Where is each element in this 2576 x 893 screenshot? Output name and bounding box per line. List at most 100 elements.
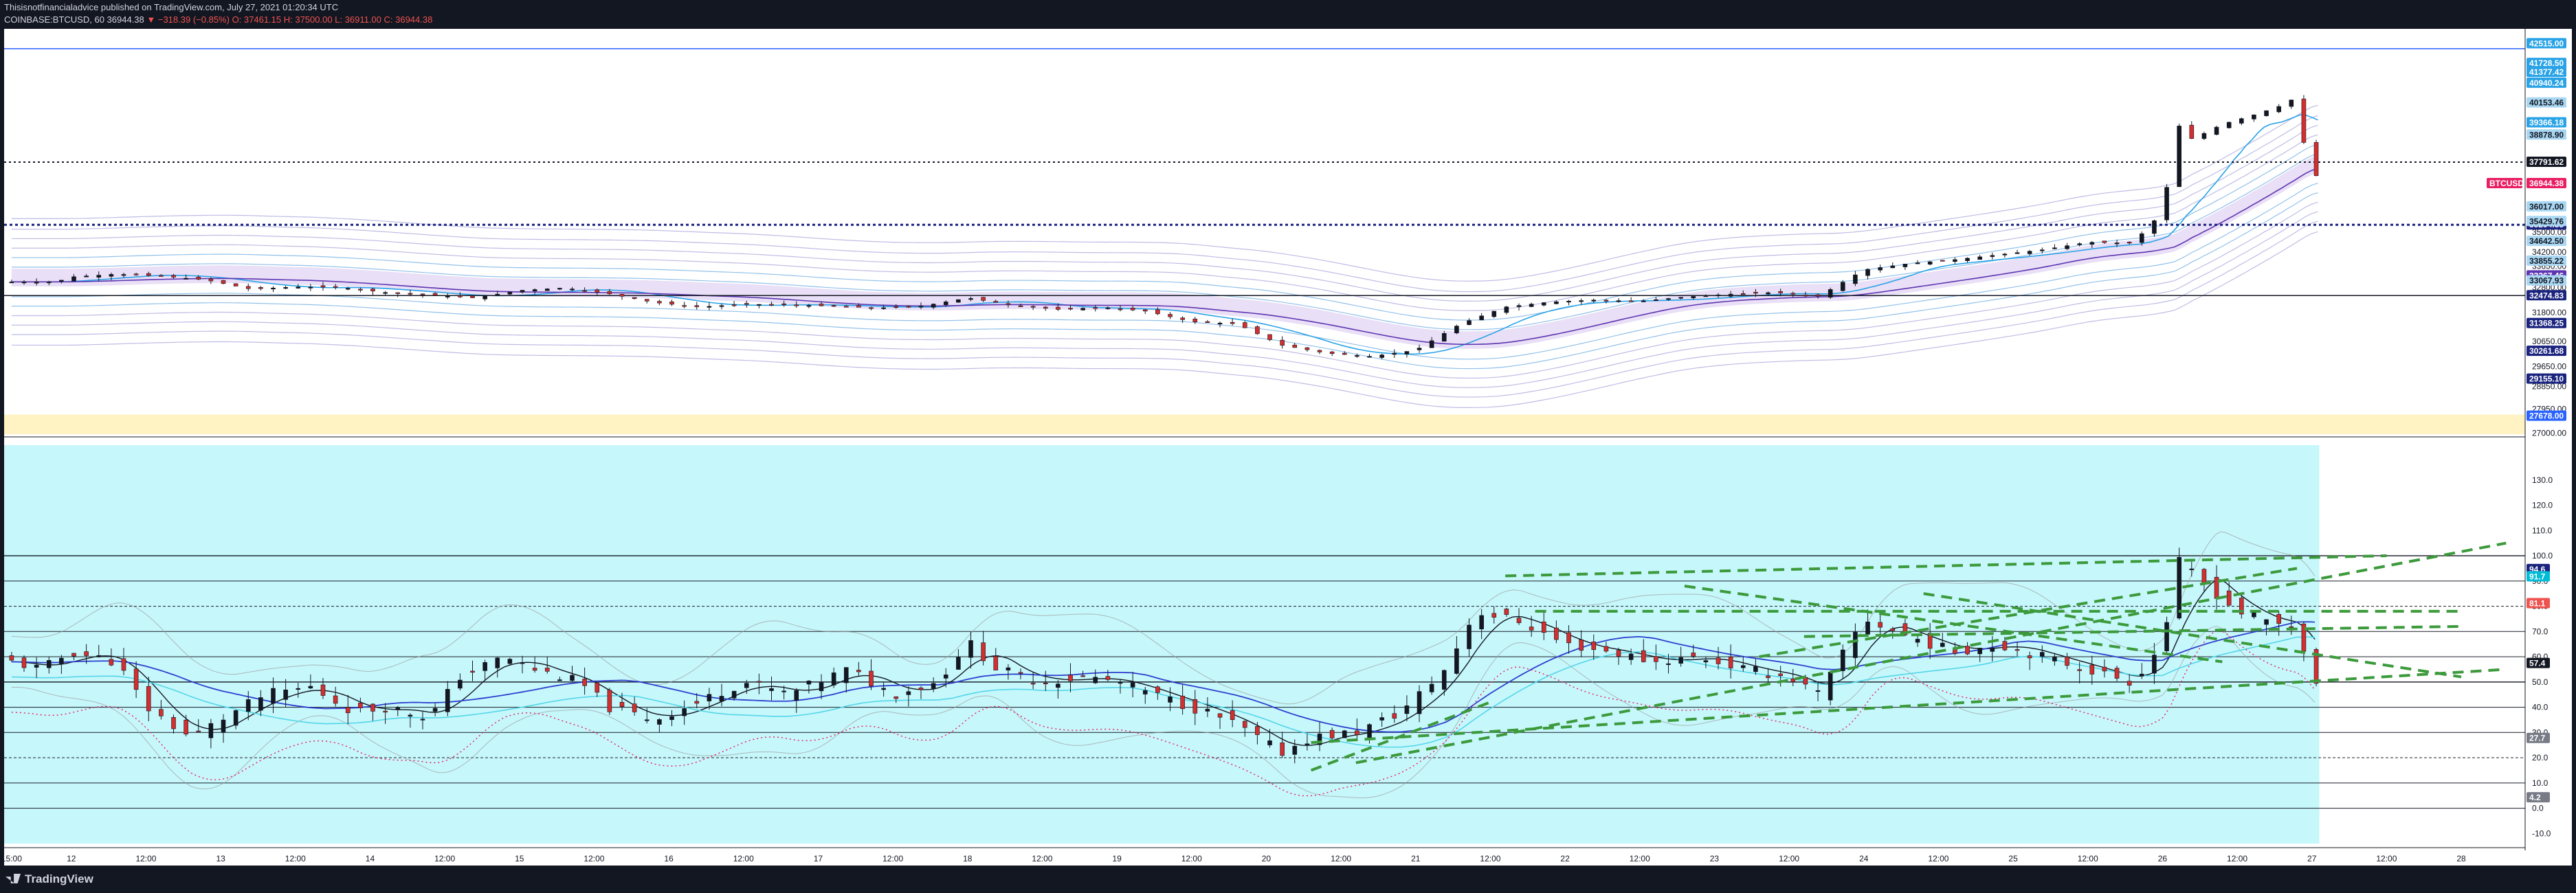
osc-candle-body [570,675,575,681]
candle-body [632,297,637,299]
chart-area[interactable]: 27000.00 27950.00 28850.00 29650.00 30650.00… [0,29,2576,866]
osc-candle-body [881,688,886,690]
envelope-line [11,231,2318,409]
osc-candle-body [1130,682,1135,688]
candle-body [570,289,575,291]
candle-body [283,287,288,289]
publish-date-text: published on TradingView.com, July 27, 2… [98,2,339,12]
osc-candle-body [607,690,612,712]
candle-body [2139,233,2144,243]
osc-candle-body [1155,686,1160,693]
candle-body [458,295,463,297]
price-tag [2527,117,2566,128]
osc-candle-body [2239,598,2244,615]
candle-body [233,283,238,286]
candle-body [2164,187,2169,221]
time-tick-label: 16 [664,854,674,863]
osc-candle-body [432,708,438,712]
tradingview-logo-icon [5,874,21,883]
osc-candle-body [1591,642,1597,651]
osc-value-tag [2527,657,2550,668]
osc-candle-body [1977,648,1982,655]
price-axis-background [2525,29,2572,866]
osc-candle-body [931,683,936,689]
candle-body [245,286,251,289]
osc-candle-body [719,696,724,702]
candle-body [968,298,973,300]
osc-candle-body [1641,650,1646,662]
osc-value-tag [2527,571,2550,582]
osc-candle-body [196,730,201,732]
candle-body [669,302,674,305]
osc-candle-body [1828,672,1833,701]
price-tick-label: 30650.00 [2532,337,2566,346]
candle-body [84,275,89,278]
candle-body [1192,319,1198,322]
osc-trendline [1759,567,2298,658]
candle-body [707,306,712,308]
envelope-line [11,221,2318,398]
osc-candle-body [1965,646,1970,655]
candle-body [34,282,39,284]
osc-value-label: 57.4 [2529,659,2546,668]
price-tag-label: 29155.10 [2529,374,2564,384]
osc-candle-body [1853,631,1858,658]
osc-trendline [1923,592,2462,679]
osc-candle-body [21,657,27,668]
price-tag [2527,216,2566,227]
osc-candle-body [470,670,475,673]
candle-body [1915,262,1920,264]
osc-candle-body [1242,721,1247,728]
candle-body [1479,315,1484,321]
candle-body [21,282,27,284]
chart-canvas[interactable]: 27000.0027950.0028850.0029650.0030650.00… [4,29,2572,866]
osc-tick-label: -10.0 [2532,828,2551,838]
candle-body [1790,293,1796,295]
candle-body [856,305,861,308]
time-tick-label: 12:00 [1181,854,1202,863]
candle-body [993,301,999,303]
osc-candle-body [1516,618,1522,623]
osc-candle-body [1815,690,1821,692]
candle-body [1030,306,1036,308]
ohlc-values: O: 37461.15 H: 37500.00 L: 36911.00 C: 3… [232,14,433,25]
candle-body [1441,333,1447,342]
candle-body [1753,292,1758,294]
osc-tick-label: 100.0 [2532,551,2553,561]
price-tag-label: 32474.83 [2529,291,2564,300]
osc-candle-body [707,694,712,701]
tradingview-logo[interactable]: TradingView [5,872,93,886]
osc-tick-label: 50.0 [2532,677,2549,687]
osc-candle-body [1628,653,1634,660]
time-tick-label: 12:00 [1032,854,1052,863]
osc-candle-body [1105,676,1111,680]
candle-body [1255,326,1260,335]
candle-body [121,274,126,276]
price-tag [2527,275,2566,286]
candle-body [1902,264,1908,267]
osc-candle-body [1990,647,1995,652]
osc-candle-body [1317,734,1322,745]
candle-body [1654,299,1658,302]
price-tag-label: 37791.62 [2529,157,2564,167]
osc-candle-body [532,668,537,671]
price-tag-label: 41377.42 [2529,67,2564,77]
osc-candle-body [420,719,425,721]
osc-candle-body [1766,675,1770,678]
osc-candle-body [482,662,487,671]
candle-body [1878,267,1883,271]
osc-candle-body [458,679,463,689]
candle-body [1292,344,1298,348]
osc-candle-body [1404,705,1410,714]
candle-body [184,278,188,280]
envelope-line [11,134,2318,311]
candle-body [1280,339,1285,346]
osc-candle-body [345,707,351,714]
candle-body [1940,260,1945,262]
candle-body [2226,122,2232,128]
candle-body [1417,348,1422,350]
osc-candle-body [358,703,363,708]
price-tick-label: 35000.00 [2532,227,2566,237]
author-name[interactable]: Thisisnotfinancialadvice [4,2,99,12]
osc-candle-body [1367,724,1372,738]
